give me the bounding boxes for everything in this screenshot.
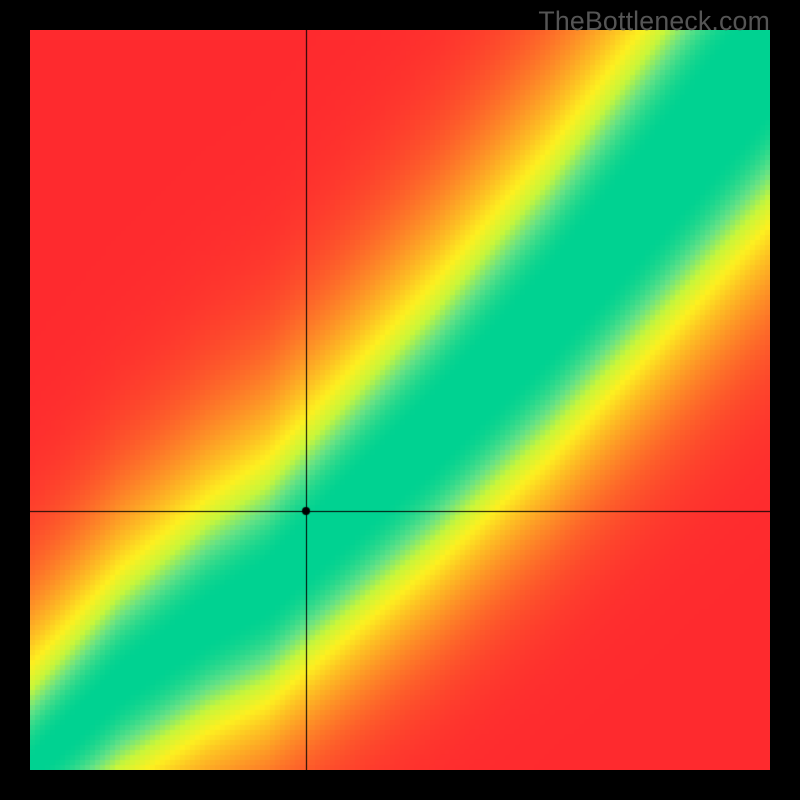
heatmap-canvas [30,30,770,770]
chart-container: TheBottleneck.com [0,0,800,800]
